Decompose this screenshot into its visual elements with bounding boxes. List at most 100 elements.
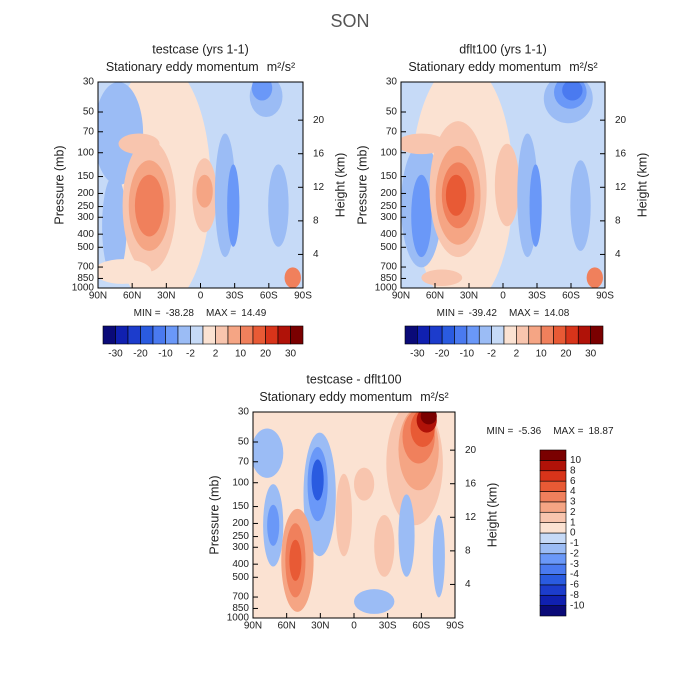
contour-field <box>98 82 303 288</box>
colorbar-box <box>539 553 567 565</box>
y-axis-label: Pressure (mb) <box>355 145 369 224</box>
x-tick-label: 60S <box>260 291 278 302</box>
colorbar-label: 10 <box>570 455 582 466</box>
colorbar-label: 6 <box>570 476 576 487</box>
colorbar-label: 4 <box>570 486 576 497</box>
colorbar-label: -3 <box>570 559 579 570</box>
x-tick-label: 60S <box>562 291 580 302</box>
x-tick-label: 60N <box>123 291 141 302</box>
colorbar-box <box>165 325 179 345</box>
colorbar-box <box>240 325 254 345</box>
colorbar-box <box>265 325 279 345</box>
contour-shape <box>354 589 395 614</box>
colorbar-box <box>417 325 431 345</box>
colorbar-label: 10 <box>235 349 247 360</box>
min-max: MIN = -39.42 MAX = 14.08 <box>437 308 570 319</box>
y-tick-label: 400 <box>232 559 249 570</box>
x-tick-label: 90N <box>392 291 410 302</box>
colorbar-box <box>539 511 567 523</box>
y2-axis-label: Height (km) <box>635 153 649 218</box>
contour-shape <box>284 267 301 288</box>
colorbar-label: 0 <box>570 528 576 539</box>
y-tick-label: 50 <box>83 107 95 118</box>
min-value: -5.36 <box>518 426 541 437</box>
colorbar-label: -4 <box>570 569 579 580</box>
y-tick-label: 850 <box>380 273 397 284</box>
colorbar-label: -2 <box>570 548 579 559</box>
y-tick-label: 100 <box>77 147 94 158</box>
x-tick-label: 0 <box>351 621 357 632</box>
max-label: MAX = <box>509 308 539 319</box>
colorbar-box <box>202 325 216 345</box>
y2-tick-label: 12 <box>615 182 627 193</box>
contour-shape <box>227 164 240 247</box>
colorbar-box <box>441 325 455 345</box>
x-tick-label: 30N <box>157 291 175 302</box>
y2-tick-label: 20 <box>313 115 325 126</box>
colorbar-box <box>528 325 542 345</box>
y-tick-label: 500 <box>77 242 94 253</box>
contour-shape <box>374 515 395 577</box>
y-axis-label: Pressure (mb) <box>207 475 221 554</box>
colorbar-label: 8 <box>570 465 576 476</box>
colorbar-box <box>503 325 517 345</box>
colorbar-box <box>478 325 492 345</box>
contour-shape <box>102 174 127 278</box>
panel-subtitle: Stationary eddy momentum m²/s² <box>408 60 597 74</box>
y-tick-label: 400 <box>77 229 94 240</box>
x-tick-label: 30S <box>226 291 244 302</box>
y-tick-label: 30 <box>83 77 95 88</box>
colorbar-box <box>539 470 567 482</box>
contour-shape <box>411 174 432 258</box>
y-tick-label: 1000 <box>72 283 95 294</box>
contour-shape <box>251 82 273 101</box>
contour-shape <box>398 494 415 577</box>
y-tick-label: 250 <box>380 201 397 212</box>
y-tick-label: 70 <box>83 126 95 137</box>
contour-shape <box>267 504 280 546</box>
contour-shape <box>562 82 583 101</box>
colorbar-label: -30 <box>410 349 425 360</box>
contour-shape <box>118 133 160 155</box>
colorbar-label: -20 <box>133 349 148 360</box>
colorbar-box <box>539 584 567 596</box>
y-tick-label: 500 <box>380 242 397 253</box>
colorbar-box <box>539 594 567 606</box>
colorbar-box <box>152 325 166 345</box>
colorbar-box <box>516 325 530 345</box>
x-tick-label: 60S <box>412 621 430 632</box>
colorbar-box <box>590 325 604 345</box>
colorbar-box <box>404 325 418 345</box>
x-tick-label: 30S <box>528 291 546 302</box>
y-tick-label: 850 <box>77 273 94 284</box>
x-tick-label: 30S <box>379 621 397 632</box>
colorbar-box <box>277 325 291 345</box>
colorbar-label: 2 <box>213 349 219 360</box>
x-tick-label: 90S <box>446 621 464 632</box>
contour-shape <box>289 539 302 581</box>
y2-tick-label: 16 <box>615 148 627 159</box>
colorbar-label: -10 <box>570 600 585 611</box>
y-tick-label: 1000 <box>375 283 398 294</box>
panel-subtitle: Stationary eddy momentum m²/s² <box>259 390 448 404</box>
colorbar-box <box>539 480 567 492</box>
y2-tick-label: 12 <box>465 512 477 523</box>
colorbar-label: -30 <box>108 349 123 360</box>
contour-field <box>253 412 455 618</box>
figure-title: SON <box>330 11 369 31</box>
y2-tick-label: 8 <box>313 216 319 227</box>
y2-tick-label: 8 <box>615 216 621 227</box>
y-tick-label: 850 <box>232 603 249 614</box>
colorbar-label: -10 <box>460 349 475 360</box>
y-tick-label: 70 <box>386 126 398 137</box>
colorbar-label: -20 <box>435 349 450 360</box>
min-max: MIN = -38.28 MAX = 14.49 <box>134 308 267 319</box>
colorbar-label: 30 <box>285 349 297 360</box>
y-tick-label: 150 <box>380 171 397 182</box>
min-label: MIN = <box>437 308 464 319</box>
panel-subtitle: Stationary eddy momentum m²/s² <box>106 60 295 74</box>
y-tick-label: 250 <box>77 201 94 212</box>
colorbar-label: -2 <box>487 349 496 360</box>
x-tick-label: 60N <box>426 291 444 302</box>
colorbar-label: 10 <box>536 349 548 360</box>
